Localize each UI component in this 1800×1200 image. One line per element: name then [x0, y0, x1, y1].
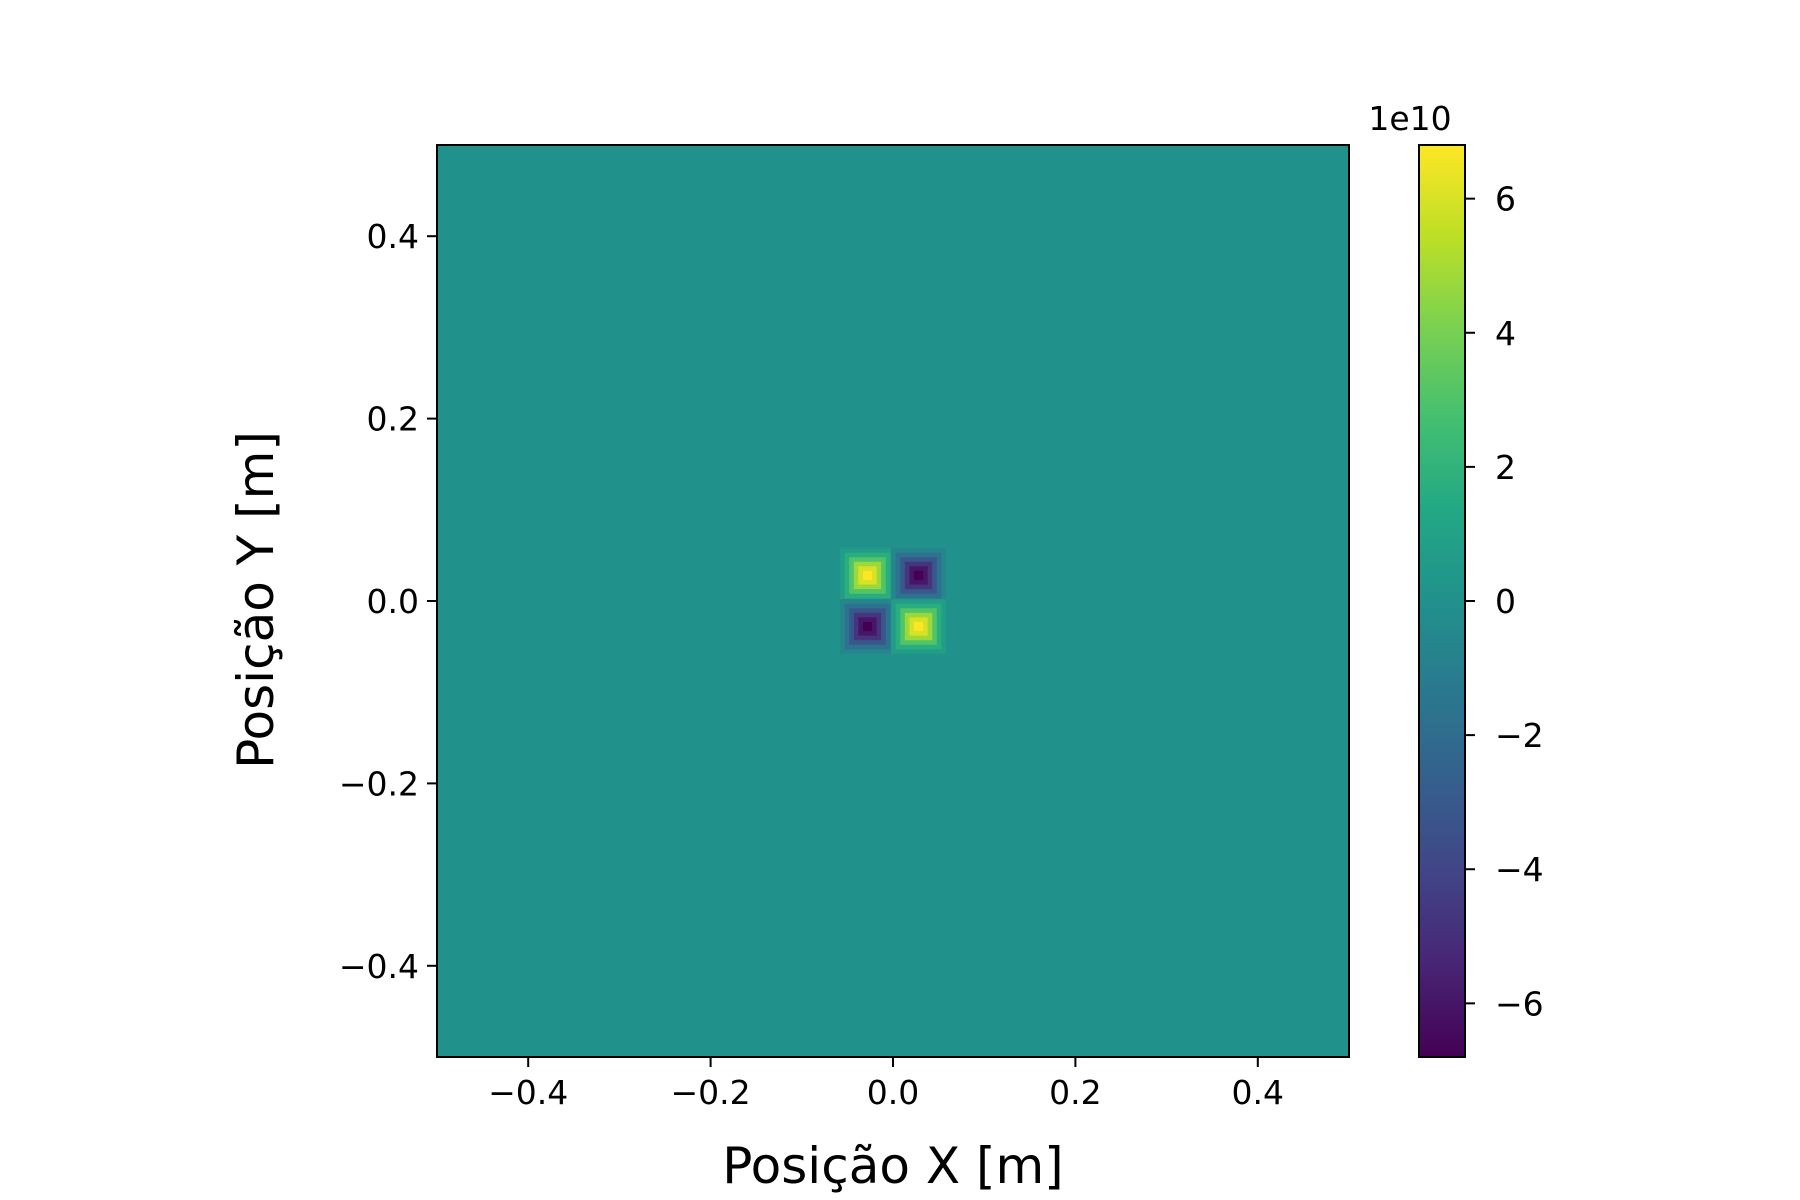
x-tick-label: −0.4 [488, 1073, 568, 1112]
y-tick-label: 0.0 [367, 582, 419, 621]
heatmap-cell [913, 621, 924, 632]
colorbar-tick-label: −6 [1495, 984, 1544, 1023]
colorbar-multiplier: 1e10 [1368, 99, 1451, 138]
heatmap-feature [840, 548, 895, 603]
colorbar-tick-label: 0 [1495, 582, 1516, 621]
heatmap-cell [913, 570, 924, 581]
x-axis: −0.4 −0.2 0.0 0.2 0.4 [488, 1057, 1284, 1112]
x-tick-label: 0.2 [1049, 1073, 1101, 1112]
x-tick-label: 0.4 [1232, 1073, 1284, 1112]
colorbar-tick-label: −2 [1495, 716, 1544, 755]
colorbar-tick-label: 2 [1495, 448, 1516, 487]
x-tick-label: −0.2 [671, 1073, 751, 1112]
heatmap-cell [862, 570, 873, 581]
colorbar-ticks: −6 −4 −2 0 2 4 6 [1465, 180, 1544, 1023]
y-tick-label: −0.4 [339, 947, 419, 986]
y-tick-label: 0.4 [367, 217, 419, 256]
y-tick-label: 0.2 [367, 400, 419, 439]
heatmap-feature [891, 548, 946, 603]
colorbar: −6 −4 −2 0 2 4 6 1e10 [1368, 99, 1544, 1058]
heatmap-feature [891, 599, 946, 654]
y-tick-label: −0.2 [339, 764, 419, 803]
heatmap-feature [840, 599, 895, 654]
colorbar-tick-label: −4 [1495, 850, 1544, 889]
y-axis-label: Posição Y [m] [227, 431, 285, 769]
colorbar-gradient [1419, 145, 1465, 1057]
x-tick-label: 0.0 [867, 1073, 919, 1112]
colorbar-tick-label: 6 [1495, 180, 1516, 219]
x-axis-label: Posição X [m] [722, 1137, 1063, 1195]
colorbar-tick-label: 4 [1495, 314, 1516, 353]
heatmap-cell [862, 621, 873, 632]
heatmap-features [840, 548, 946, 654]
heatmap-plot [436, 144, 1350, 1058]
y-axis: −0.4 −0.2 0.0 0.2 0.4 [339, 217, 437, 986]
